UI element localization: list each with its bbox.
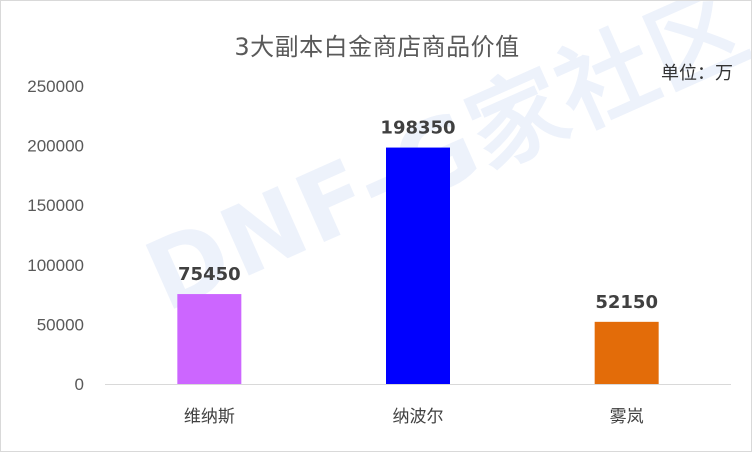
y-tick-label: 200000 xyxy=(27,137,84,156)
chart-title: 3大副本白金商店商品价值 xyxy=(234,33,520,61)
bar xyxy=(177,294,242,384)
data-label: 52150 xyxy=(595,292,658,313)
y-tick-label: 250000 xyxy=(27,77,84,96)
category-label: 雾岚 xyxy=(610,407,644,427)
y-tick-label: 150000 xyxy=(27,196,84,215)
category-label: 维纳斯 xyxy=(184,407,235,427)
y-tick-label: 0 xyxy=(75,375,84,394)
category-label: 纳波尔 xyxy=(393,407,444,427)
unit-note: 单位：万 xyxy=(661,63,733,84)
bar xyxy=(386,147,450,384)
data-label: 75450 xyxy=(178,264,241,285)
y-tick-label: 50000 xyxy=(37,315,84,334)
data-label: 198350 xyxy=(380,118,455,139)
bar xyxy=(594,321,659,384)
y-tick-label: 100000 xyxy=(27,256,84,275)
